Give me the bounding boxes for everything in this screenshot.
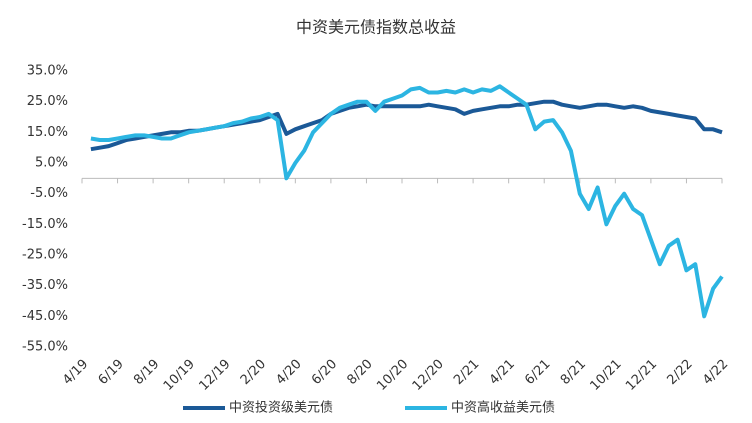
y-tick-label: -5.0% xyxy=(30,186,68,201)
legend-label: 中资投资级美元债 xyxy=(229,400,333,416)
y-tick-label: -15.0% xyxy=(22,217,68,232)
series-line xyxy=(90,84,724,319)
y-tick-label: 25.0% xyxy=(27,94,68,109)
y-tick-label: -55.0% xyxy=(22,340,68,355)
legend-label: 中资高收益美元债 xyxy=(451,400,555,416)
y-tick-label: -25.0% xyxy=(22,248,68,263)
y-tick-label: -35.0% xyxy=(22,278,68,293)
y-tick-label: 35.0% xyxy=(27,64,68,79)
y-tick-label: 5.0% xyxy=(35,156,68,171)
y-tick-label: 15.0% xyxy=(27,125,68,140)
y-tick-label: -45.0% xyxy=(22,309,68,324)
chart-title: 中资美元债指数总收益 xyxy=(296,18,456,37)
